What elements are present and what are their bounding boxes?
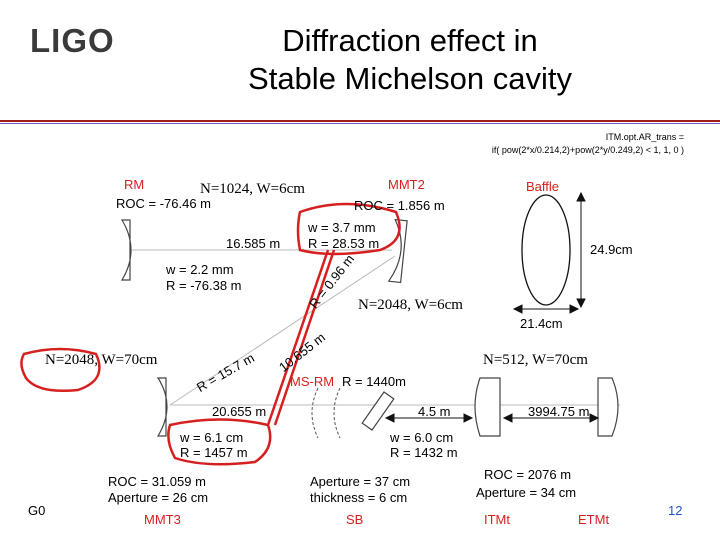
baffle-dimension-arrows — [512, 191, 586, 314]
etm-aperture: Aperture = 34 cm — [476, 485, 577, 500]
beam-w-rm: w = 2.2 mm — [166, 262, 234, 277]
sb-label: SB — [346, 512, 364, 527]
dist-top: 16.585 m — [226, 236, 281, 251]
mmt2-mirror-shape — [387, 218, 408, 284]
beam-r-rm: R = -76.38 m — [166, 278, 242, 293]
highlight-top — [296, 202, 401, 256]
slide-title: Diffraction effect in Stable Michelson c… — [200, 22, 620, 98]
sb-shape — [361, 391, 395, 431]
baffle-label: Baffle — [526, 179, 560, 194]
rm-roc: ROC = -76.46 m — [116, 196, 212, 211]
page-number: 12 — [668, 503, 683, 518]
dist-bottom: 20.655 m — [212, 404, 267, 419]
beam-w-top: w = 3.7 mm — [308, 220, 376, 235]
beam-r-top: R = 28.53 m — [308, 236, 380, 251]
mmt2-roc: ROC = 1.856 m — [354, 198, 445, 213]
dist-sb: 4.5 m — [418, 404, 451, 419]
sb-thickness: thickness = 6 cm — [310, 490, 408, 505]
mmt3-roc: ROC = 31.059 m — [108, 474, 206, 489]
sim-n512-70: N=512, W=70cm — [483, 352, 588, 368]
beam-w-mmt3: w = 6.1 cm — [180, 430, 244, 445]
highlight-left — [20, 347, 101, 392]
header-rule — [0, 120, 720, 122]
ligo-logo: LIGO — [30, 22, 115, 59]
mmt3-label: MMT3 — [144, 512, 181, 527]
baffle-width: 21.4cm — [520, 316, 563, 331]
mmt3-mirror-shape — [156, 377, 168, 437]
beam-r-mmt3: R = 1457 m — [180, 445, 248, 460]
etmt-label: ETMt — [578, 512, 610, 527]
red-connector-lines — [266, 249, 336, 426]
sim-n1024: N=1024, W=6cm — [200, 181, 305, 197]
title-line-1: Diffraction effect in — [282, 23, 538, 58]
beam-w-sb: w = 6.0 cm — [390, 430, 454, 445]
baffle-height: 24.9cm — [590, 242, 633, 257]
code-line-1: ITM.opt.AR_trans = — [605, 132, 684, 142]
ms-rm-r: R = 1440m — [342, 374, 406, 389]
sim-n2048-6: N=2048, W=6cm — [358, 297, 463, 313]
etm-roc: ROC = 2076 m — [484, 467, 572, 482]
footer-doc-id: G0 — [28, 503, 46, 518]
title-line-2: Stable Michelson cavity — [248, 61, 572, 96]
red-highlights — [20, 202, 401, 466]
rm-mirror-shape — [120, 219, 132, 281]
baffle-ellipse — [521, 194, 571, 306]
rm-label: RM — [124, 177, 145, 192]
code-line-2: if( pow(2*x/0.214,2)+pow(2*y/0.249,2) < … — [491, 145, 684, 155]
etmt-mirror-shape — [597, 377, 619, 437]
beam-r-sb: R = 1432 m — [390, 445, 458, 460]
mmt3-aperture: Aperture = 26 cm — [108, 490, 209, 505]
ms-rm-shape — [311, 387, 341, 439]
aperture-code: ITM.opt.AR_trans = if( pow(2*x/0.214,2)+… — [492, 131, 684, 157]
ms-rm-label: MS-RM — [290, 374, 335, 389]
sim-n2048-70: N=2048, W=70cm — [45, 352, 158, 368]
sb-aperture: Aperture = 37 cm — [310, 474, 411, 489]
header-rule-accent — [0, 123, 720, 124]
dist-etm: 3994.75 m — [528, 404, 590, 419]
highlight-bottom — [167, 418, 272, 466]
itmt-mirror-shape — [474, 377, 501, 437]
mmt2-label: MMT2 — [388, 177, 425, 192]
beam-diagonal — [169, 255, 396, 406]
distance-arrows — [384, 413, 600, 423]
itmt-label: ITMt — [484, 512, 510, 527]
